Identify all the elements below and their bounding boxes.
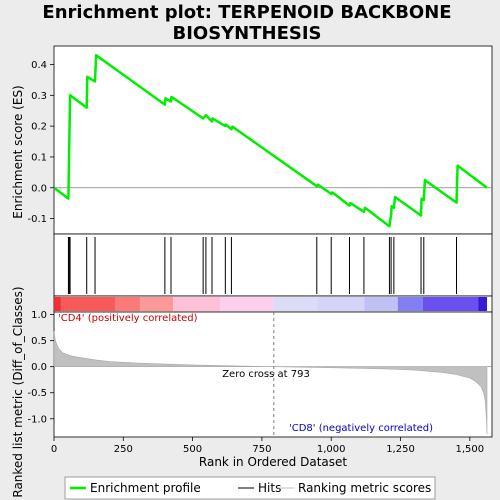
x-tick-label: 500: [183, 444, 202, 455]
chart-title-line1: Enrichment plot: TERPENOID BACKBONE: [42, 2, 451, 23]
positive-label: 'CD4' (positively correlated): [58, 313, 198, 324]
x-tick-label: 1,500: [456, 444, 485, 455]
legend-metric-label: Ranking metric scores: [298, 481, 431, 495]
x-tick-label: 1,000: [317, 444, 346, 455]
heatmap-segment: [114, 297, 140, 311]
es-y-tick-label: 0.2: [31, 122, 47, 133]
metric-y-tick-label: -0.5: [27, 388, 47, 399]
zero-cross-label: Zero cross at 793: [222, 369, 310, 380]
heatmap-segment: [173, 297, 221, 311]
metric-area: [53, 331, 488, 435]
heatmap-segment: [54, 297, 61, 311]
negative-label: 'CD8' (negatively correlated): [289, 423, 433, 434]
metric-y-tick-label: 0.5: [31, 336, 47, 347]
es-axis-label: Enrichment score (ES): [11, 85, 25, 218]
es-y-tick-label: -0.1: [27, 214, 47, 225]
heatmap-segment: [397, 297, 423, 311]
metric-y-tick-label: 1.0: [31, 310, 47, 321]
heatmap-segment: [364, 297, 398, 311]
x-tick-label: 250: [114, 444, 133, 455]
metric-panel: [53, 311, 493, 438]
heatmap-segment: [422, 297, 479, 311]
metric-y-tick-label: -1.0: [27, 414, 47, 425]
heatmap-segment: [220, 297, 274, 311]
x-tick-label: 750: [252, 444, 271, 455]
heatmap-segment: [60, 297, 115, 311]
es-y-tick-label: 0.4: [31, 60, 47, 71]
x-tick-label: 1,250: [386, 444, 415, 455]
hits-panel: [53, 233, 493, 297]
heatmap-segment: [139, 297, 174, 311]
es-panel: [53, 45, 493, 235]
chart-title-line2: BIOSYNTHESIS: [172, 23, 321, 44]
es-y-tick-label: 0.0: [31, 183, 47, 194]
heatmap-segment: [273, 297, 318, 311]
legend-es-label: Enrichment profile: [90, 481, 201, 495]
metric-axis-label: Ranked list metric (Diff_of_Classes): [11, 286, 25, 497]
es-curve: [53, 53, 488, 228]
es-y-tick-label: 0.3: [31, 91, 47, 102]
heatmap-segment: [317, 297, 365, 311]
legend-hits-label: Hits: [258, 481, 281, 495]
metric-y-tick-label: 0.0: [31, 362, 47, 373]
heatmap-segment: [478, 297, 488, 311]
es-y-tick-label: 0.1: [31, 152, 47, 163]
x-tick-label: 0: [51, 444, 57, 455]
x-axis-label: Rank in Ordered Dataset: [199, 455, 347, 469]
